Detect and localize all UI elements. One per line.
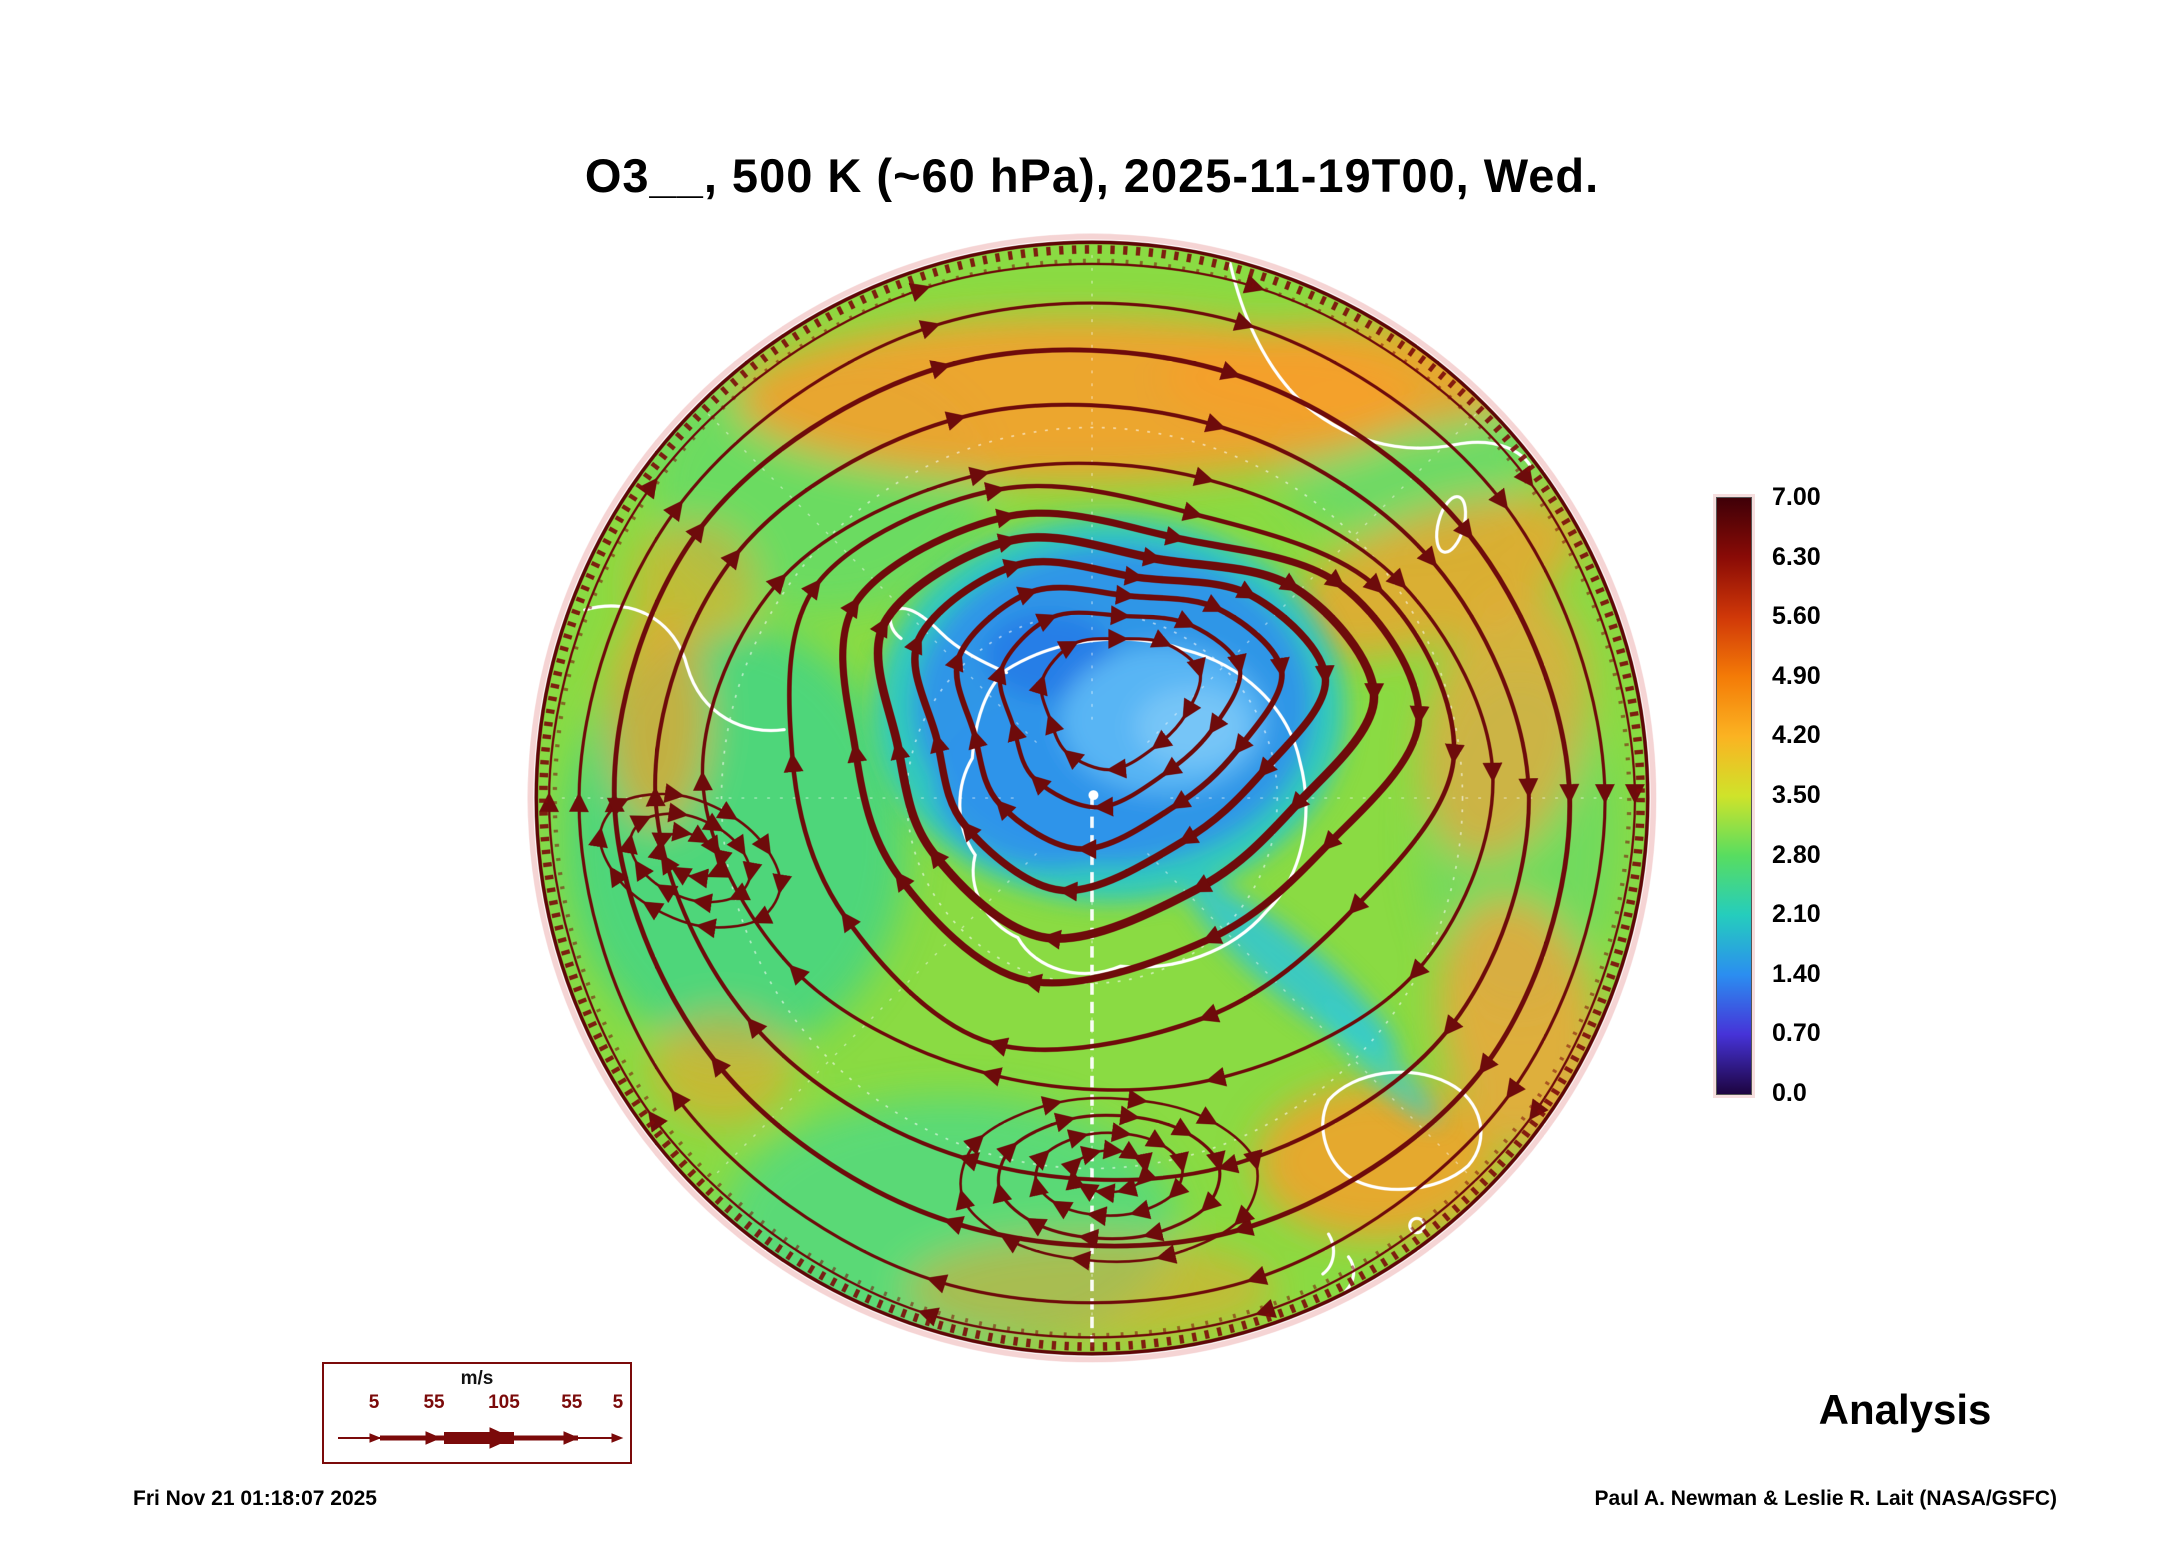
colorbar-tick-label: 6.30: [1772, 542, 1821, 571]
colorbar-tick-label: 5.60: [1772, 602, 1821, 631]
colorbar-gradient: [1716, 497, 1752, 1095]
colorbar-tick-label: 7.00: [1772, 483, 1821, 511]
wind-arrow-glyph: [338, 1427, 624, 1449]
colorbar-tick-label: 4.20: [1772, 721, 1821, 750]
colorbar-tick-labels: 7.00 6.30 5.60 4.90 4.20 3.50 2.80 2.10 1.40 0.70…: [1772, 484, 1821, 1106]
colorbar-tick-label: 0.70: [1772, 1019, 1821, 1048]
colorbar-tick-label: 3.50: [1772, 780, 1821, 809]
colorbar-tick-label: 2.80: [1772, 840, 1821, 869]
timestamp: Fri Nov 21 01:18:07 2025: [133, 1487, 377, 1510]
wind-speed-legend: m/s 5 55 105 55 5: [322, 1362, 632, 1464]
polar-map: [522, 228, 1662, 1368]
wind-units-label: m/s: [460, 1368, 494, 1389]
colorbar-tick-label: 4.90: [1772, 661, 1821, 690]
credit: Paul A. Newman & Leslie R. Lait (NASA/GS…: [1594, 1487, 2057, 1510]
plot-title: O3__, 500 K (~60 hPa), 2025-11-19T00, We…: [584, 149, 1600, 202]
wind-streamlines: [549, 262, 1637, 1339]
wind-speed-label: 55: [423, 1392, 445, 1413]
wind-speed-label: 5: [368, 1392, 380, 1413]
wind-speed-label: 55: [561, 1392, 583, 1413]
analysis-label: Analysis: [1818, 1386, 1992, 1433]
colorbar-tick-label: 0.0: [1772, 1078, 1807, 1107]
wind-speed-label: 5: [612, 1392, 624, 1413]
map-rim: [527, 233, 1657, 1363]
streamline: [600, 794, 780, 927]
wind-speed-label: 105: [488, 1392, 520, 1413]
polar-map-svg: [527, 233, 1657, 1363]
colorbar-tick-label: 2.10: [1772, 900, 1821, 929]
wind-speed-values: 5 55 105 55 5: [334, 1392, 624, 1414]
streamline: [961, 1098, 1259, 1261]
colorbar-tick-label: 1.40: [1772, 959, 1821, 988]
pole-marker: [1088, 790, 1099, 801]
streamline: [549, 262, 1637, 1339]
